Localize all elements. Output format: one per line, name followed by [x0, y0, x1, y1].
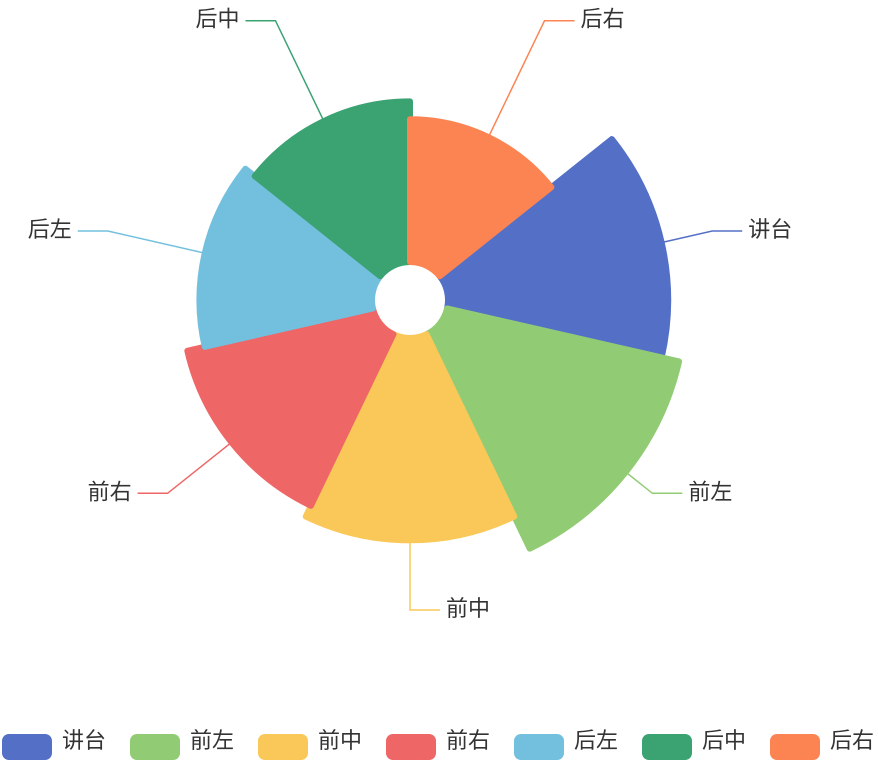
leader-line [620, 467, 683, 495]
slice-label: 前右 [88, 480, 132, 505]
legend-swatch [770, 734, 820, 760]
legend-swatch [2, 734, 52, 760]
rose-slice [436, 136, 672, 361]
slice-label: 讲台 [748, 218, 792, 243]
legend-swatch [386, 734, 436, 760]
rose-slice [251, 98, 413, 280]
legend-swatch [642, 734, 692, 760]
slice-label: 后左 [28, 218, 72, 243]
rose-slice [196, 165, 384, 350]
legend-label: 后左 [574, 729, 618, 754]
leader-line [485, 19, 575, 143]
rose-slice [184, 305, 397, 509]
slice-label: 前左 [688, 480, 732, 505]
leader-line [77, 230, 211, 256]
legend-label: 前中 [318, 729, 362, 754]
leader-line [137, 438, 237, 495]
leader-line [655, 230, 743, 245]
legend-swatch [130, 734, 180, 760]
rose-slice [407, 116, 555, 280]
rose-slice [423, 305, 683, 552]
legend-swatch [514, 734, 564, 760]
leader-line [409, 534, 440, 611]
legend-swatch [258, 734, 308, 760]
legend-label: 前左 [190, 729, 234, 754]
legend-label: 讲台 [62, 729, 106, 754]
slice-label: 后中 [195, 8, 239, 33]
slice-label: 前中 [446, 597, 490, 622]
leader-line [245, 19, 328, 127]
legend-label: 后中 [702, 729, 746, 754]
legend-label: 后右 [830, 729, 874, 754]
slice-label: 后右 [581, 8, 625, 33]
rose-slice [302, 331, 518, 544]
legend-label: 前右 [446, 729, 490, 754]
